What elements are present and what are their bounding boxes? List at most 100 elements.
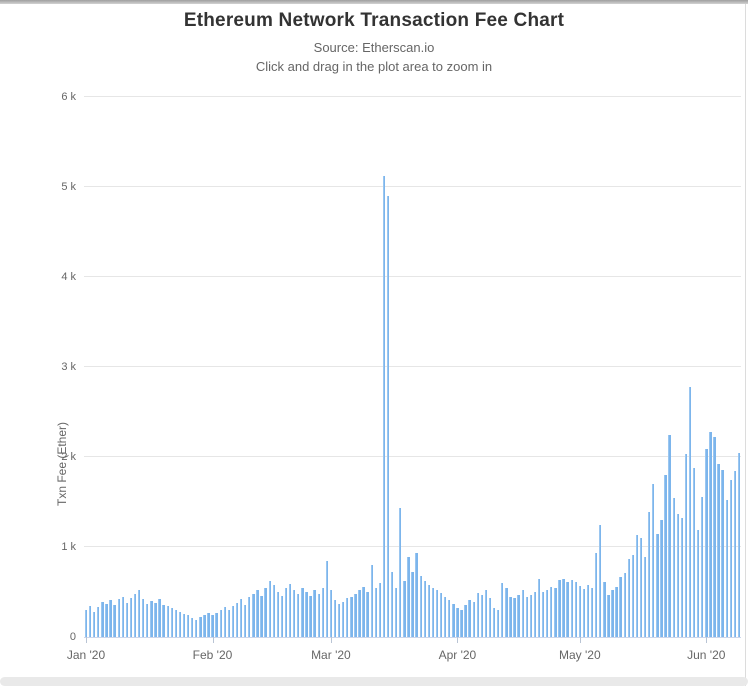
bar-day-106[interactable] [513, 598, 516, 637]
bar-day-31[interactable] [207, 612, 210, 637]
bar-day-35[interactable] [223, 607, 226, 637]
bar-day-12[interactable] [129, 598, 133, 637]
bar-day-37[interactable] [231, 605, 235, 637]
bar-day-61[interactable] [329, 590, 333, 637]
bar-day-55[interactable] [305, 592, 308, 637]
bar-day-69[interactable] [362, 586, 365, 637]
bar-day-2[interactable] [88, 606, 92, 637]
bar-day-50[interactable] [284, 587, 288, 637]
bar-day-149[interactable] [688, 386, 692, 637]
horizontal-scrollbar[interactable] [0, 677, 748, 686]
bar-day-112[interactable] [537, 578, 541, 637]
bar-day-24[interactable] [178, 611, 182, 637]
bar-day-5[interactable] [101, 601, 104, 637]
bar-day-45[interactable] [264, 587, 267, 637]
bar-day-47[interactable] [272, 584, 275, 637]
bar-day-133[interactable] [623, 573, 626, 637]
bar-day-20[interactable] [162, 604, 165, 637]
bar-day-40[interactable] [244, 604, 247, 637]
bar-day-110[interactable] [529, 594, 533, 637]
bar-day-118[interactable] [562, 578, 565, 637]
bar-day-138[interactable] [643, 556, 647, 637]
bar-day-103[interactable] [501, 583, 504, 637]
bar-day-156[interactable] [717, 464, 720, 637]
bar-day-66[interactable] [350, 596, 353, 637]
bar-day-39[interactable] [239, 599, 243, 637]
bar-day-159[interactable] [729, 479, 733, 637]
bar-day-157[interactable] [721, 469, 724, 637]
bar-day-104[interactable] [505, 588, 508, 637]
bar-day-26[interactable] [186, 615, 190, 637]
bar-day-11[interactable] [125, 602, 129, 637]
bar-day-139[interactable] [648, 511, 651, 637]
bar-day-62[interactable] [333, 600, 337, 637]
bar-day-85[interactable] [427, 584, 431, 637]
bar-day-14[interactable] [137, 590, 141, 637]
bar-day-107[interactable] [517, 594, 520, 637]
bar-day-148[interactable] [684, 454, 688, 637]
bar-day-121[interactable] [574, 582, 577, 637]
bar-day-1[interactable] [84, 610, 88, 637]
bar-day-99[interactable] [484, 590, 488, 637]
bar-day-141[interactable] [656, 533, 659, 637]
bar-day-43[interactable] [256, 590, 259, 637]
bar-day-33[interactable] [215, 612, 218, 637]
bar-day-17[interactable] [150, 601, 153, 637]
bar-day-131[interactable] [615, 586, 618, 637]
bar-day-120[interactable] [570, 580, 573, 637]
bar-day-27[interactable] [191, 618, 194, 637]
bar-day-147[interactable] [680, 518, 684, 637]
bar-day-126[interactable] [594, 553, 598, 637]
bar-day-23[interactable] [174, 610, 178, 637]
bar-day-21[interactable] [166, 606, 169, 637]
bar-day-18[interactable] [154, 602, 157, 637]
bar-day-122[interactable] [578, 585, 582, 637]
bar-day-109[interactable] [525, 596, 528, 637]
bar-day-30[interactable] [203, 614, 206, 637]
bar-day-117[interactable] [558, 580, 561, 637]
bar-day-82[interactable] [415, 553, 418, 637]
bar-day-28[interactable] [195, 619, 198, 637]
bar-day-143[interactable] [664, 475, 667, 637]
bar-day-44[interactable] [260, 595, 263, 637]
bar-day-57[interactable] [313, 590, 316, 637]
bar-day-88[interactable] [439, 592, 443, 637]
bar-day-6[interactable] [105, 603, 108, 637]
bar-day-36[interactable] [227, 610, 231, 637]
bar-day-140[interactable] [652, 484, 655, 637]
bar-day-67[interactable] [354, 593, 357, 637]
bar-day-92[interactable] [456, 608, 459, 637]
bar-day-135[interactable] [631, 555, 635, 637]
bar-day-155[interactable] [713, 437, 716, 637]
bar-day-29[interactable] [199, 617, 202, 637]
bar-day-132[interactable] [619, 576, 622, 637]
bar-day-10[interactable] [121, 597, 124, 637]
bar-day-41[interactable] [248, 597, 251, 637]
bar-day-90[interactable] [448, 600, 451, 637]
bar-day-81[interactable] [411, 572, 414, 637]
bar-day-152[interactable] [701, 496, 704, 637]
bar-day-64[interactable] [341, 601, 345, 637]
bar-day-52[interactable] [293, 590, 296, 637]
bar-day-145[interactable] [672, 497, 675, 637]
bar-day-34[interactable] [219, 610, 222, 637]
bar-day-73[interactable] [378, 583, 382, 637]
bar-day-38[interactable] [235, 602, 239, 637]
bar-day-136[interactable] [635, 535, 639, 637]
bar-day-124[interactable] [586, 584, 590, 637]
bar-day-154[interactable] [709, 431, 712, 637]
bar-day-25[interactable] [182, 613, 186, 637]
bar-day-9[interactable] [117, 599, 120, 637]
bar-day-130[interactable] [611, 590, 614, 637]
bar-day-96[interactable] [472, 601, 475, 637]
bar-day-16[interactable] [146, 603, 149, 637]
bar-day-146[interactable] [676, 513, 679, 637]
bar-day-161[interactable] [737, 453, 741, 637]
bar-day-56[interactable] [309, 595, 312, 637]
bar-day-151[interactable] [697, 529, 700, 637]
bar-day-97[interactable] [476, 592, 479, 637]
bar-day-160[interactable] [733, 471, 737, 637]
bar-day-127[interactable] [599, 525, 602, 637]
bar-day-59[interactable] [321, 587, 324, 637]
bar-day-94[interactable] [464, 604, 467, 637]
